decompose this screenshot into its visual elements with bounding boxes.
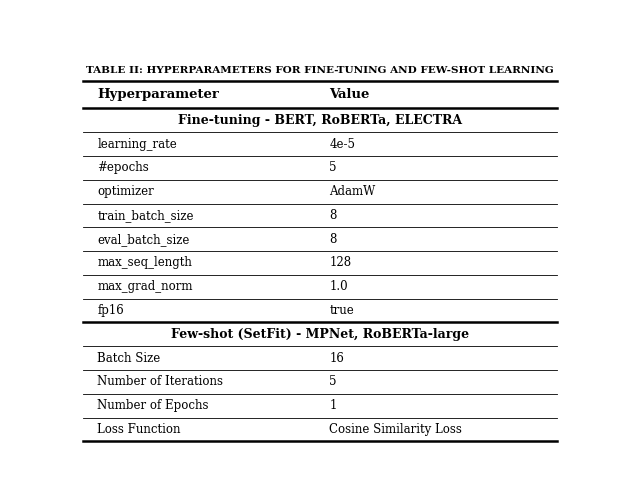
- Text: max_seq_length: max_seq_length: [97, 256, 192, 269]
- Text: Few-shot (SetFit) - MPNet, RoBERTa-large: Few-shot (SetFit) - MPNet, RoBERTa-large: [171, 328, 469, 341]
- Text: 1.0: 1.0: [329, 280, 348, 293]
- Text: true: true: [329, 304, 354, 317]
- Text: 4e-5: 4e-5: [329, 137, 356, 150]
- Text: 1: 1: [329, 399, 337, 412]
- Text: eval_batch_size: eval_batch_size: [97, 233, 190, 246]
- Text: TABLE II: HYPERPARAMETERS FOR FINE-TUNING AND FEW-SHOT LEARNING: TABLE II: HYPERPARAMETERS FOR FINE-TUNIN…: [86, 66, 553, 75]
- Text: fp16: fp16: [97, 304, 124, 317]
- Text: Fine-tuning - BERT, RoBERTa, ELECTRA: Fine-tuning - BERT, RoBERTa, ELECTRA: [178, 114, 462, 127]
- Text: 5: 5: [329, 161, 337, 174]
- Text: 16: 16: [329, 352, 344, 365]
- Text: Number of Iterations: Number of Iterations: [97, 375, 223, 388]
- Text: 5: 5: [329, 375, 337, 388]
- Text: train_batch_size: train_batch_size: [97, 209, 194, 222]
- Text: #epochs: #epochs: [97, 161, 149, 174]
- Text: Cosine Similarity Loss: Cosine Similarity Loss: [329, 423, 462, 436]
- Text: Hyperparameter: Hyperparameter: [97, 88, 219, 101]
- Text: learning_rate: learning_rate: [97, 137, 177, 150]
- Text: 8: 8: [329, 209, 337, 222]
- Text: AdamW: AdamW: [329, 185, 376, 198]
- Text: Batch Size: Batch Size: [97, 352, 160, 365]
- Text: Number of Epochs: Number of Epochs: [97, 399, 209, 412]
- Text: 8: 8: [329, 233, 337, 246]
- Text: max_grad_norm: max_grad_norm: [97, 280, 193, 293]
- Text: optimizer: optimizer: [97, 185, 154, 198]
- Text: 128: 128: [329, 256, 351, 269]
- Text: Value: Value: [329, 88, 370, 101]
- Text: Loss Function: Loss Function: [97, 423, 181, 436]
